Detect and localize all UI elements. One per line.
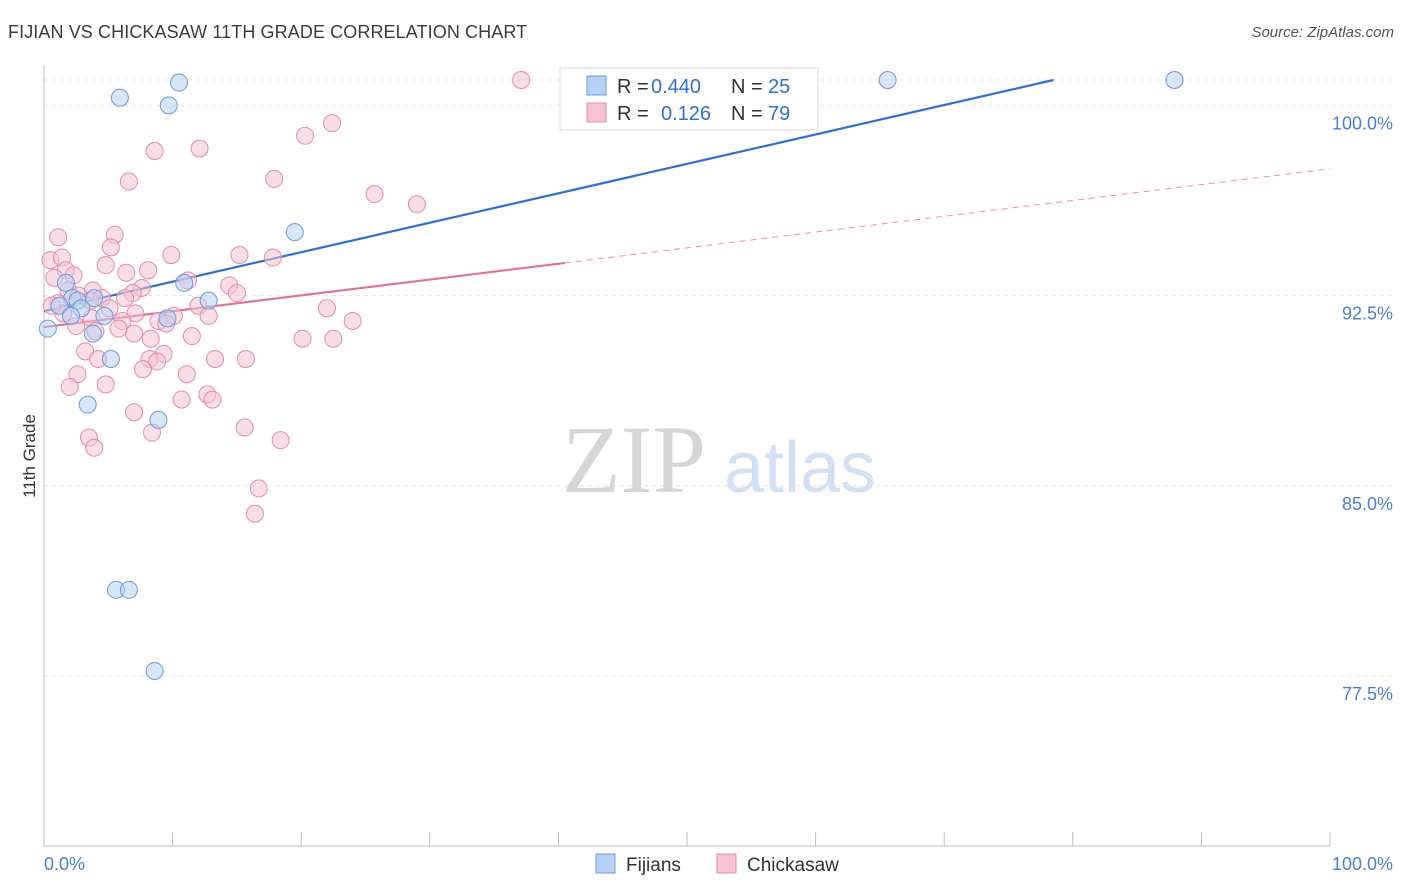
point-chickasaw [148, 352, 167, 371]
point-fijians [170, 73, 189, 92]
point-fijians [1165, 71, 1184, 89]
chart-title: FIJIAN VS CHICKASAW 11TH GRADE CORRELATI… [8, 22, 528, 42]
grid-lines [44, 79, 1392, 677]
legend-n-label-fijians: N = [731, 76, 763, 98]
y-tick-label: 92.5% [1342, 304, 1393, 324]
point-chickasaw [172, 390, 191, 409]
bottom-legend-swatch-fijians [595, 853, 616, 874]
point-chickasaw [512, 71, 531, 89]
point-chickasaw [365, 185, 384, 204]
y-tick-labels: 100.0% 92.5% 85.0% 77.5% [1332, 113, 1393, 704]
y-tick-label: 100.0% [1332, 113, 1393, 133]
trend-line-extension-chickasaw [564, 168, 1331, 264]
point-chickasaw [134, 360, 153, 379]
watermark: ZIP atlas [562, 406, 876, 513]
point-chickasaw [293, 329, 312, 348]
point-fijians [175, 273, 194, 292]
y-axis-title: 11th Grade [20, 414, 39, 498]
point-chickasaw [296, 126, 315, 145]
point-fijians [285, 223, 304, 242]
point-chickasaw [324, 329, 343, 348]
point-chickasaw [206, 350, 225, 369]
point-chickasaw [271, 431, 290, 450]
point-fijians [50, 296, 69, 315]
point-fijians [878, 71, 897, 89]
point-chickasaw [263, 248, 282, 267]
legend-n-value-chickasaw: 79 [768, 103, 790, 125]
legend-n-value-fijians: 25 [768, 76, 790, 98]
point-chickasaw [141, 329, 160, 348]
point-chickasaw [227, 284, 246, 303]
point-chickasaw [235, 418, 254, 437]
point-chickasaw [60, 377, 79, 396]
scatter-points [38, 71, 1184, 680]
point-chickasaw [190, 139, 209, 158]
point-chickasaw [317, 299, 336, 318]
x-tick-label-max: 100.0% [1332, 854, 1393, 874]
point-fijians [119, 580, 138, 599]
point-chickasaw [85, 438, 104, 457]
point-chickasaw [265, 169, 284, 188]
bottom-legend-swatch-chickasaw [716, 853, 737, 874]
point-chickasaw [236, 350, 255, 369]
x-axis-ticks [43, 832, 1331, 846]
stats-legend: R = 0.440 N = 25 R = 0.126 N = 79 [559, 67, 819, 131]
legend-r-value-chickasaw: 0.126 [661, 103, 711, 125]
trend-line-fijians [43, 78, 1054, 313]
point-fijians [110, 88, 129, 107]
watermark-atlas: atlas [724, 428, 876, 508]
legend-r-value-fijians: 0.440 [651, 76, 701, 98]
point-chickasaw [101, 238, 120, 257]
legend-r-label-chickasaw: R = [617, 103, 649, 125]
point-chickasaw [109, 319, 128, 338]
point-chickasaw [182, 327, 201, 346]
point-chickasaw [116, 289, 135, 308]
point-chickasaw [96, 375, 115, 394]
point-fijians [145, 661, 164, 680]
y-tick-label: 77.5% [1342, 684, 1393, 704]
point-chickasaw [117, 263, 136, 282]
watermark-zip: ZIP [562, 406, 706, 513]
legend-r-label-fijians: R = [617, 76, 649, 98]
point-fijians [101, 350, 120, 369]
bottom-legend-label-fijians: Fijians [626, 855, 681, 876]
point-fijians [159, 96, 178, 115]
point-chickasaw [119, 172, 138, 191]
point-fijians [149, 410, 168, 429]
point-chickasaw [49, 228, 68, 247]
point-fijians [83, 324, 102, 343]
series-legend: Fijians Chickasaw [595, 853, 839, 876]
point-chickasaw [203, 390, 222, 409]
point-fijians [78, 395, 97, 414]
point-chickasaw [249, 479, 268, 498]
point-chickasaw [343, 311, 362, 330]
point-fijians [62, 306, 81, 325]
point-chickasaw [162, 246, 181, 265]
point-chickasaw [407, 195, 426, 214]
legend-swatch-fijians [586, 75, 607, 96]
point-fijians [199, 291, 218, 310]
point-chickasaw [139, 261, 158, 280]
point-chickasaw [125, 324, 144, 343]
chart-source: Source: ZipAtlas.com [1251, 24, 1394, 41]
point-chickasaw [230, 246, 249, 265]
point-chickasaw [125, 403, 144, 422]
bottom-legend-label-chickasaw: Chickasaw [747, 855, 839, 876]
y-tick-label: 85.0% [1342, 494, 1393, 514]
point-fijians [56, 273, 75, 292]
point-fijians [38, 319, 57, 338]
legend-swatch-chickasaw [586, 102, 607, 123]
point-chickasaw [177, 365, 196, 384]
x-tick-label-min: 0.0% [44, 854, 85, 874]
point-chickasaw [245, 504, 264, 523]
point-fijians [95, 306, 114, 325]
point-chickasaw [199, 306, 218, 325]
point-chickasaw [145, 142, 164, 161]
legend-n-label-chickasaw: N = [731, 103, 763, 125]
point-fijians [158, 309, 177, 328]
point-chickasaw [96, 256, 115, 275]
point-chickasaw [323, 114, 342, 133]
